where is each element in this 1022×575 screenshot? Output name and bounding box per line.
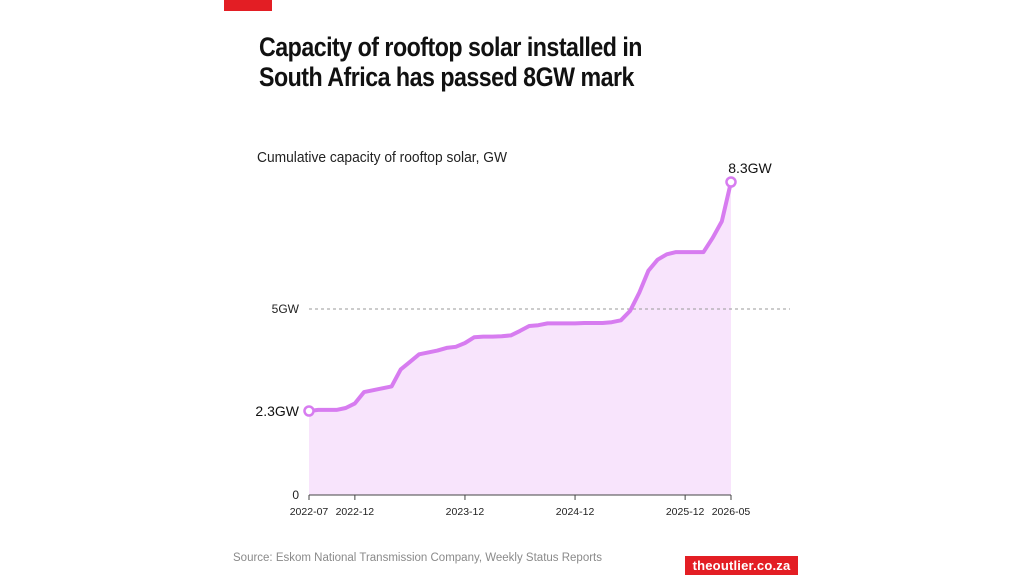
start-value-label: 2.3GW xyxy=(255,403,299,419)
area-fill xyxy=(309,182,731,495)
x-tick-label: 2025-12 xyxy=(666,506,705,518)
y-axis-ticks: 0 5GW xyxy=(272,302,300,502)
x-tick-label: 2022-07 xyxy=(290,506,329,518)
y-tick-label: 5GW xyxy=(272,302,300,316)
x-tick-label: 2026-05 xyxy=(712,506,751,518)
y-tick-label: 0 xyxy=(292,488,299,502)
point-markers: 2.3GW 8.3GW xyxy=(255,160,772,419)
x-tick-label: 2023-12 xyxy=(446,506,485,518)
x-tick-label: 2022-12 xyxy=(336,506,375,518)
source-note: Source: Eskom National Transmission Comp… xyxy=(233,552,602,564)
chart-title: Capacity of rooftop solar installed in S… xyxy=(259,32,642,92)
brand-accent-bar xyxy=(224,0,272,11)
brand-badge: theoutlier.co.za xyxy=(685,556,798,575)
end-point-marker xyxy=(725,176,737,188)
x-tick-label: 2024-12 xyxy=(556,506,595,518)
chart-subtitle: Cumulative capacity of rooftop solar, GW xyxy=(257,149,508,166)
end-value-label: 8.3GW xyxy=(728,160,772,176)
start-point-marker xyxy=(303,405,315,417)
series-line xyxy=(307,180,733,413)
x-axis-ticks: 2022-07 2022-12 2023-12 2024-12 2025-12 2026-… xyxy=(290,495,751,518)
